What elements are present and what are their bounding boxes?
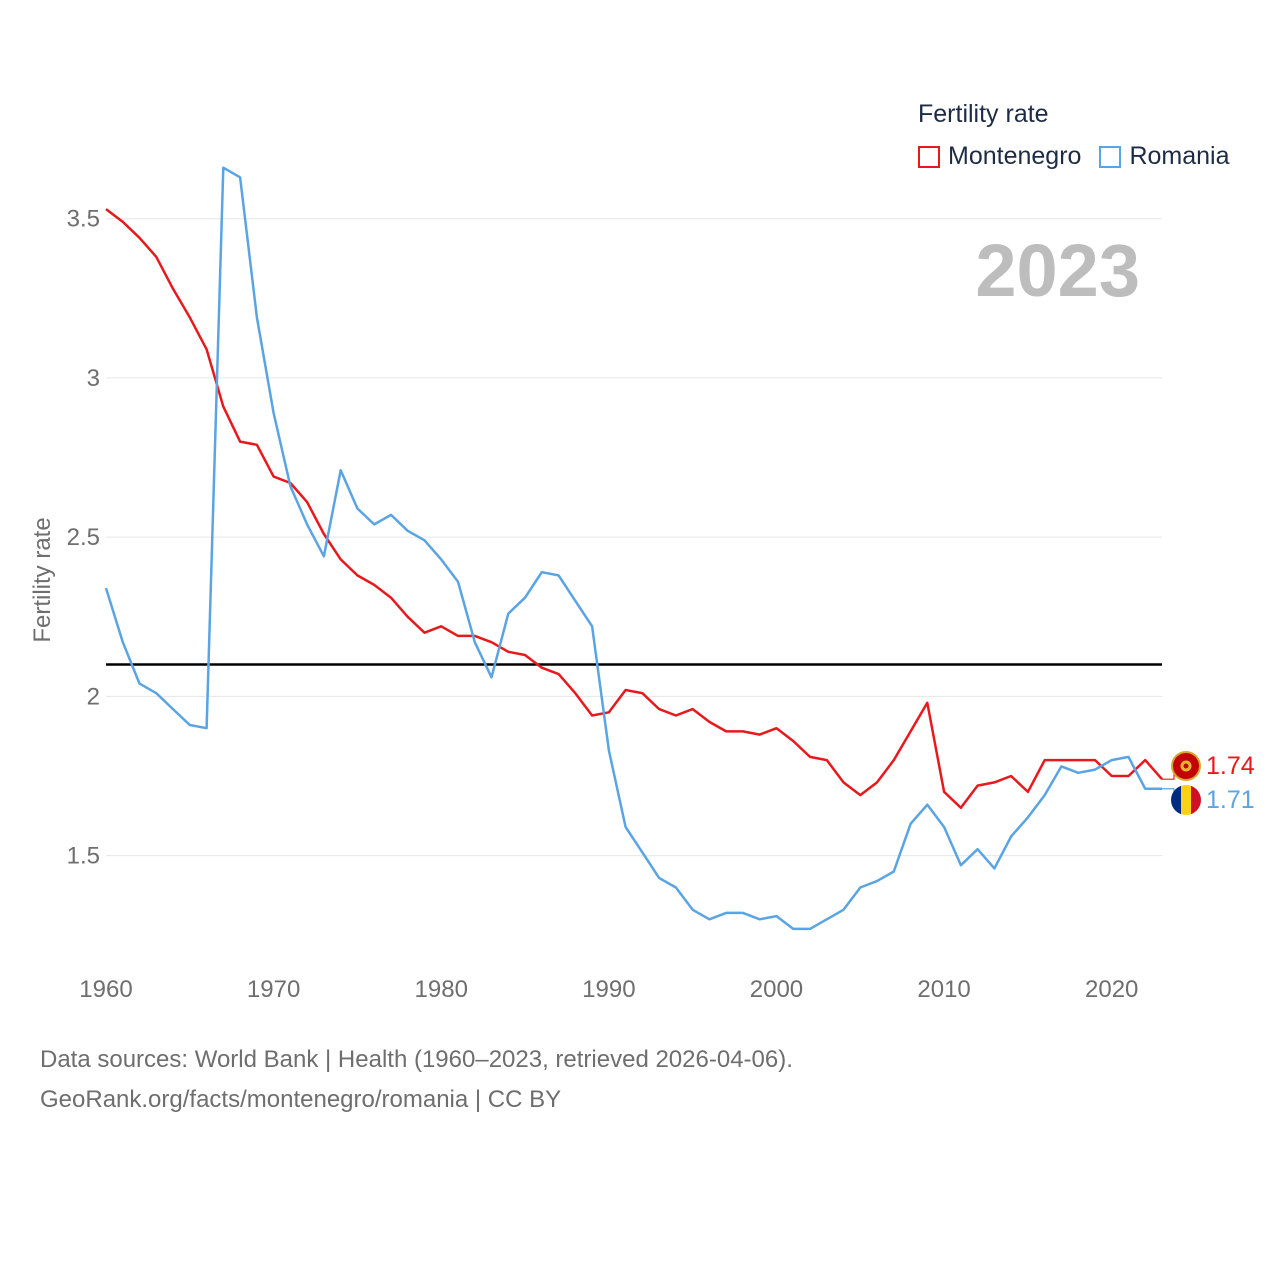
- legend-swatch-romania: [1099, 145, 1122, 168]
- x-tick-labels: 1960 1970 1980 1990 2000 2010 2020: [79, 976, 1138, 1003]
- x-tick-label: 1980: [415, 976, 468, 1003]
- x-tick-label: 1970: [247, 976, 300, 1003]
- legend: Montenegro Romania: [918, 142, 1248, 171]
- romania-flag-icon: [1171, 785, 1201, 815]
- year-label: 2023: [975, 229, 1140, 312]
- x-tick-label: 1960: [79, 976, 132, 1003]
- legend-swatch-montenegro: [918, 145, 940, 168]
- montenegro-end-label: 1.74: [1206, 752, 1255, 780]
- legend-title: Fertility rate: [918, 100, 1049, 128]
- romania-end-label: 1.71: [1206, 786, 1255, 814]
- end-markers: 1.74 1.71: [1162, 751, 1255, 815]
- x-tick-label: 2010: [917, 976, 970, 1003]
- y-tick-label: 1.5: [67, 843, 100, 870]
- x-tick-label: 2000: [750, 976, 803, 1003]
- footer-credit[interactable]: GeoRank.org/facts/montenegro/romania | C…: [40, 1086, 562, 1113]
- legend-item-romania[interactable]: Romania: [1099, 142, 1230, 171]
- y-tick-label: 3: [87, 365, 100, 392]
- y-tick-labels: 1.5 2 2.5 3 3.5: [67, 206, 100, 870]
- y-tick-label: 2.5: [67, 524, 100, 551]
- montenegro-flag-icon: [1171, 751, 1201, 781]
- legend-label-montenegro: Montenegro: [948, 142, 1082, 170]
- series-line-montenegro: [105, 208, 1163, 810]
- montenegro-flag-emblem-center: [1183, 763, 1189, 769]
- romania-flag-blue: [1171, 785, 1181, 815]
- romania-flag-yellow: [1181, 785, 1191, 815]
- x-tick-label: 1990: [582, 976, 635, 1003]
- y-tick-label: 3.5: [67, 206, 100, 233]
- series-lines: [104, 166, 1163, 931]
- series-line-romania: [104, 166, 1162, 931]
- grid-lines: [106, 218, 1162, 857]
- y-tick-label: 2: [87, 683, 100, 710]
- romania-flag-red: [1191, 785, 1201, 815]
- legend-item-montenegro[interactable]: Montenegro: [918, 142, 1081, 171]
- footer-sources: Data sources: World Bank | Health (1960–…: [40, 1046, 793, 1073]
- y-axis-label: Fertility rate: [29, 517, 56, 642]
- legend-label-romania: Romania: [1129, 142, 1230, 170]
- x-tick-label: 2020: [1085, 976, 1138, 1003]
